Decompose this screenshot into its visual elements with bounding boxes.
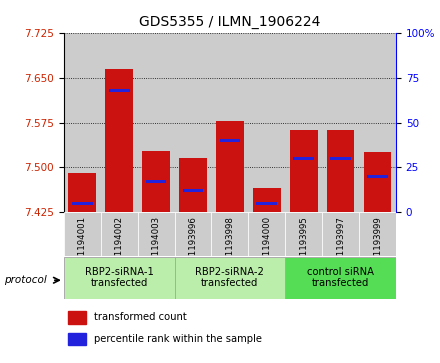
Bar [253,188,281,212]
Text: GSM1193998: GSM1193998 [225,216,235,274]
FancyBboxPatch shape [101,212,138,256]
Bar [101,33,138,212]
Bar [64,33,101,212]
Bar [290,130,318,212]
Bar [359,33,396,212]
FancyBboxPatch shape [285,257,396,299]
Bar [68,333,86,345]
Bar [327,130,355,212]
FancyBboxPatch shape [322,212,359,256]
Text: RBP2-siRNA-2
transfected: RBP2-siRNA-2 transfected [195,267,264,289]
Bar [183,189,203,192]
Title: GDS5355 / ILMN_1906224: GDS5355 / ILMN_1906224 [139,15,321,29]
Text: protocol: protocol [4,275,47,285]
Bar [364,152,392,212]
Bar [138,33,175,212]
Bar [330,157,351,160]
Text: percentile rank within the sample: percentile rank within the sample [94,334,262,344]
Text: GSM1193996: GSM1193996 [188,216,198,274]
Bar [68,174,96,212]
Bar [175,33,212,212]
Bar [285,33,322,212]
FancyBboxPatch shape [175,257,285,299]
Text: GSM1194003: GSM1194003 [151,216,161,274]
Text: GSM1194002: GSM1194002 [115,216,124,274]
FancyBboxPatch shape [248,212,285,256]
FancyBboxPatch shape [138,212,175,256]
Bar [146,180,166,183]
FancyBboxPatch shape [359,212,396,256]
Text: GSM1194001: GSM1194001 [78,216,87,274]
FancyBboxPatch shape [175,212,212,256]
Text: GSM1193995: GSM1193995 [299,216,308,274]
Bar [109,89,129,92]
Bar [257,202,277,205]
Text: GSM1193999: GSM1193999 [373,216,382,274]
Bar [220,139,240,142]
Bar [367,175,388,178]
Text: GSM1194000: GSM1194000 [262,216,271,274]
Bar [105,69,133,212]
Bar [179,158,207,212]
FancyBboxPatch shape [64,212,101,256]
Bar [216,121,244,212]
FancyBboxPatch shape [212,212,248,256]
Text: RBP2-siRNA-1
transfected: RBP2-siRNA-1 transfected [85,267,154,289]
FancyBboxPatch shape [64,257,175,299]
Bar [248,33,285,212]
Bar [293,157,314,160]
FancyBboxPatch shape [285,212,322,256]
Bar [212,33,248,212]
Text: GSM1193997: GSM1193997 [336,216,345,274]
Bar [72,202,93,205]
Text: control siRNA
transfected: control siRNA transfected [307,267,374,289]
Bar [142,151,170,212]
Bar [68,311,86,324]
Text: transformed count: transformed count [94,312,187,322]
Bar [322,33,359,212]
